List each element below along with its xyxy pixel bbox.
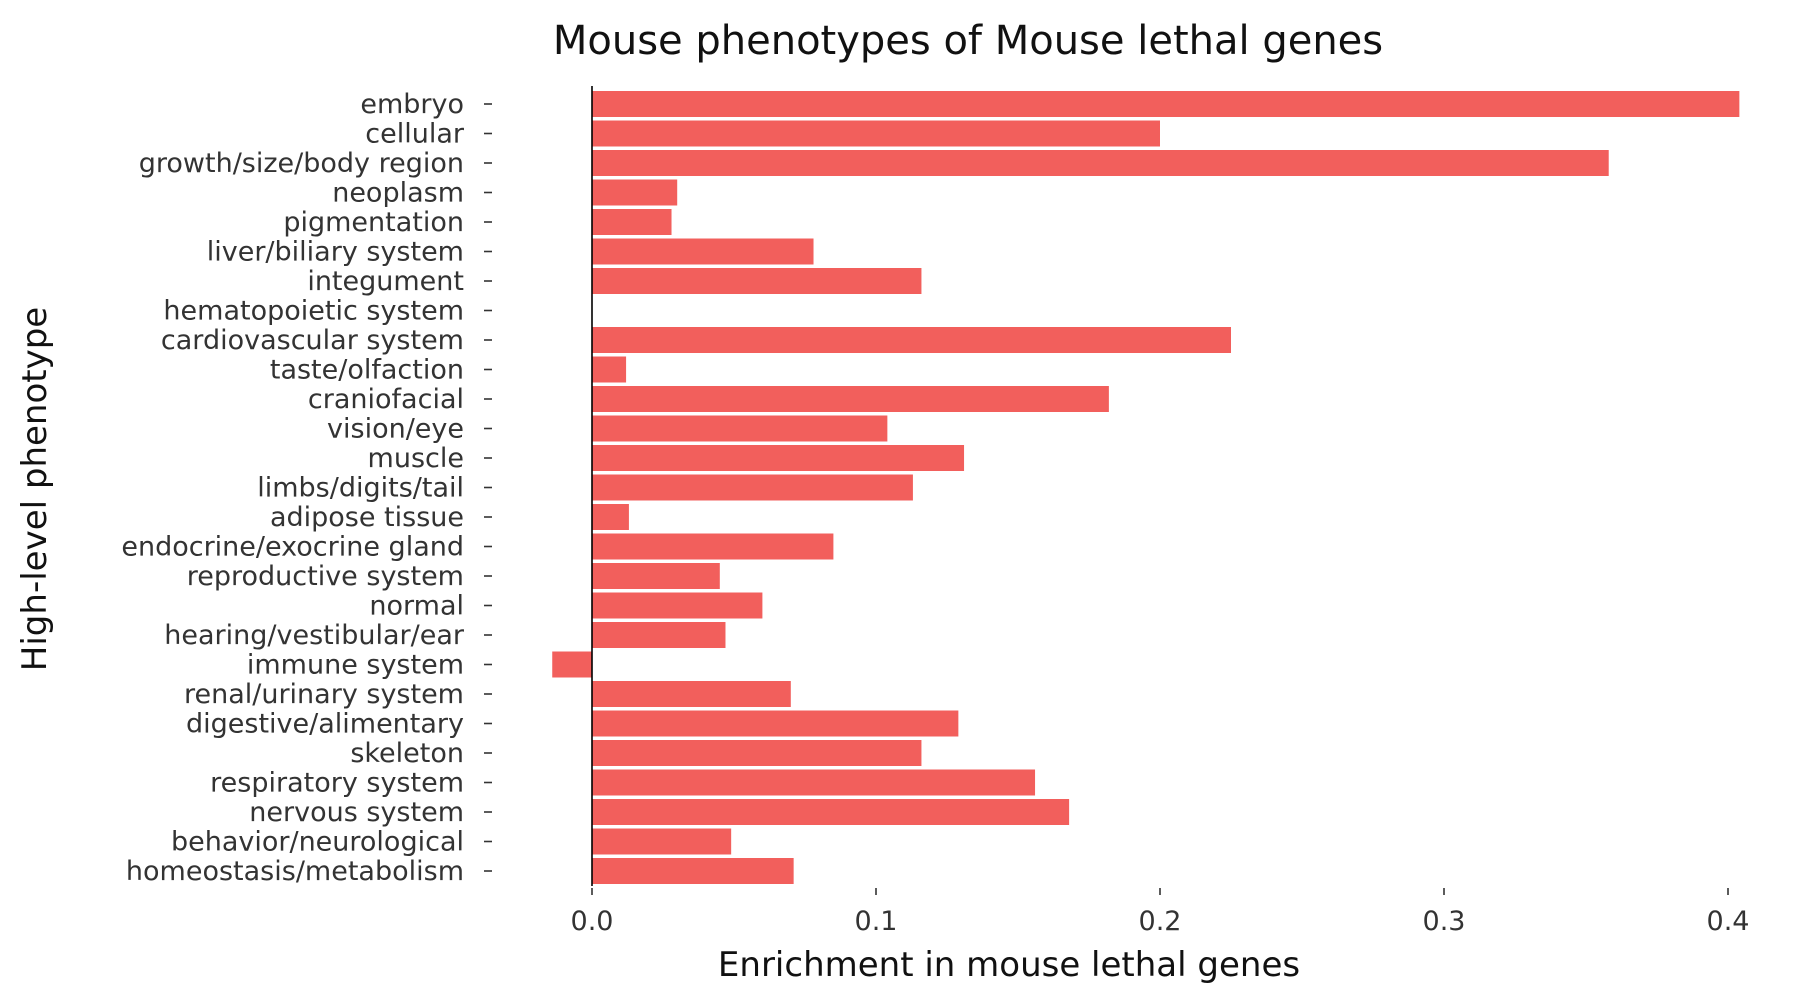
bar-26 [592,858,794,884]
bar-13 [592,474,913,501]
y-tick-label: cardiovascular system [161,325,464,356]
y-tick-label: nervous system [249,797,464,828]
bar-17 [592,592,763,619]
chart-title: Mouse phenotypes of Mouse lethal genes [553,18,1383,64]
y-tick-label: limbs/digits/tail [257,473,464,504]
bar-2 [592,150,1609,176]
bar-16 [592,563,720,589]
y-axis-title: High-level phenotype [15,307,55,671]
bar-6 [592,268,922,294]
bar-10 [592,386,1109,412]
x-axis-title: Enrichment in mouse lethal genes [718,945,1300,985]
y-tick-label: behavior/neurological [171,827,464,858]
bar-0 [592,91,1740,117]
bar-21 [592,710,959,737]
x-tick-label: 0.1 [855,906,898,937]
y-tick-label: normal [369,591,464,622]
bar-9 [592,356,627,383]
y-tick-label: neoplasm [332,178,464,209]
y-tick-label: homeostasis/metabolism [126,856,464,887]
bar-15 [592,533,834,560]
bar-11 [592,415,888,442]
y-tick-label: digestive/alimentary [186,709,464,740]
y-tick-label: endocrine/exocrine gland [121,532,464,563]
bar-18 [592,622,726,648]
bar-4 [592,209,672,235]
y-tick-label: renal/urinary system [184,679,464,710]
y-tick-label: integument [307,266,464,297]
bars-layer [552,91,1740,884]
x-axis-ticks: 0.0 0.1 0.2 0.3 0.4 [571,888,1750,937]
bar-8 [592,327,1231,353]
bar-23 [592,769,1036,796]
y-tick-label: muscle [368,443,464,474]
y-tick-label: hearing/vestibular/ear [164,620,465,651]
bar-22 [592,740,922,766]
y-tick-label: skeleton [350,738,464,769]
bar-3 [592,179,678,206]
y-tick-label: reproductive system [187,561,464,592]
y-tick-label: respiratory system [210,768,464,799]
bar-25 [592,828,732,855]
y-tick-label: embryo [360,89,464,120]
bar-1 [592,120,1160,147]
bar-14 [592,504,629,530]
x-tick-label: 0.4 [1707,906,1750,937]
bar-12 [592,445,965,471]
bar-20 [592,681,791,707]
y-tick-label: liver/biliary system [207,237,464,268]
y-tick-label: craniofacial [308,384,464,415]
y-tick-label: immune system [247,650,464,681]
y-tick-label: pigmentation [283,207,464,238]
x-tick-label: 0.0 [571,906,614,937]
x-tick-label: 0.3 [1423,906,1466,937]
y-tick-label: vision/eye [327,414,464,445]
y-tick-label: taste/olfaction [270,355,464,386]
y-tick-label: growth/size/body region [139,148,464,179]
y-tick-label: hematopoietic system [163,296,464,327]
bar-5 [592,238,814,265]
bar-24 [592,799,1070,825]
y-tick-label: cellular [365,119,465,150]
x-tick-label: 0.2 [1139,906,1182,937]
bar-19 [552,651,592,678]
y-tick-label: adipose tissue [270,502,464,533]
